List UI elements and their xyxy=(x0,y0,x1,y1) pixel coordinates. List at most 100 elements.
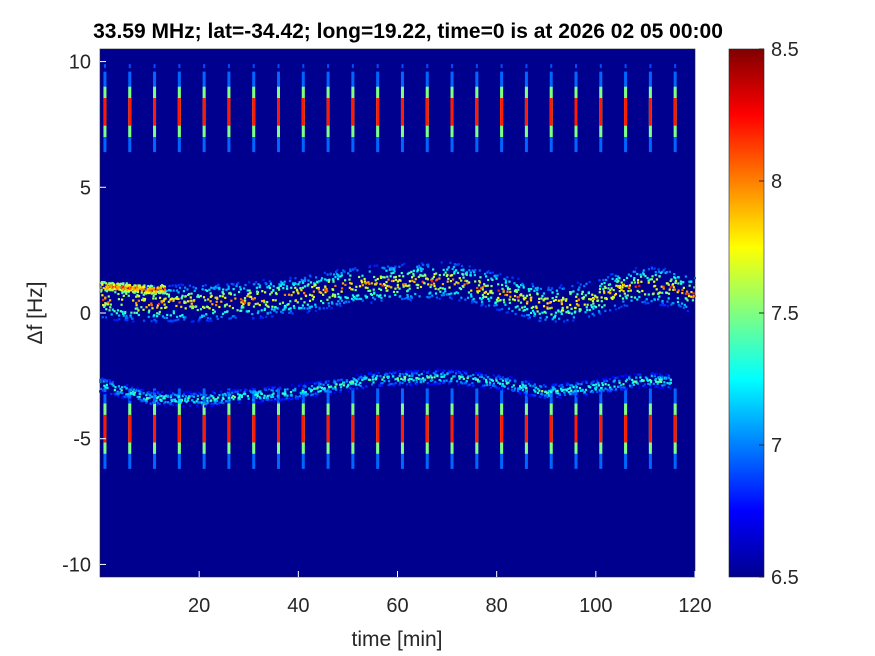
lower-trace-dot xyxy=(100,387,103,390)
main-trace-dot xyxy=(627,285,630,289)
lower-trace-dot xyxy=(611,388,614,391)
pulse-core xyxy=(326,414,330,443)
main-trace-dot xyxy=(560,312,563,316)
main-trace-dot xyxy=(337,300,340,303)
lower-trace-dot xyxy=(164,400,167,404)
main-trace-dot xyxy=(650,267,654,270)
main-trace-dot xyxy=(442,268,445,271)
lower-trace-dot xyxy=(217,403,221,406)
main-trace-dot xyxy=(248,281,251,284)
pulse-trace-dot xyxy=(649,64,652,69)
lower-trace-dot xyxy=(447,370,450,373)
lower-trace-dot xyxy=(296,397,299,400)
lower-trace-dot xyxy=(663,383,666,387)
main-trace-dot xyxy=(169,299,172,302)
lower-trace-dot xyxy=(188,390,191,394)
main-trace-dot xyxy=(644,302,647,305)
main-trace-dot xyxy=(547,288,550,291)
main-trace-dot xyxy=(668,270,671,273)
main-trace-dot xyxy=(150,320,153,323)
main-trace-dot xyxy=(347,272,350,275)
main-trace-dot xyxy=(268,286,272,290)
main-trace-dot xyxy=(322,288,325,291)
lower-trace-dot xyxy=(218,401,221,404)
main-trace-dot xyxy=(682,286,685,289)
lower-trace-dot xyxy=(173,393,177,396)
main-trace-dot xyxy=(506,311,509,314)
pulse-core xyxy=(103,414,107,443)
main-trace-dot xyxy=(142,297,145,300)
main-trace-dot xyxy=(233,293,236,296)
main-trace-dot xyxy=(544,318,547,321)
main-trace-dot xyxy=(260,299,264,303)
main-trace-dot xyxy=(384,284,387,287)
main-trace-dot xyxy=(563,320,566,323)
lower-trace-dot xyxy=(212,404,215,407)
lower-trace-dot xyxy=(440,375,443,378)
main-trace-dot xyxy=(184,301,187,304)
main-trace-dot xyxy=(200,315,204,318)
lower-trace-dot xyxy=(434,380,437,383)
lower-trace-dot xyxy=(511,386,514,389)
main-trace-dot xyxy=(650,278,654,281)
main-trace-dot xyxy=(266,286,269,289)
main-trace-dot xyxy=(622,290,625,293)
short-trace-dot xyxy=(140,291,143,294)
lower-trace-dot xyxy=(510,376,514,379)
lower-trace-dot xyxy=(495,376,498,379)
main-trace-dot xyxy=(596,296,599,299)
short-trace-dot xyxy=(138,284,141,287)
main-trace-dot xyxy=(263,307,267,310)
lower-trace-dot xyxy=(514,387,517,390)
main-trace-dot xyxy=(336,303,339,306)
main-trace-dot xyxy=(142,308,145,311)
main-trace-dot xyxy=(263,291,267,294)
lower-trace-dot xyxy=(399,372,402,376)
main-trace-dot xyxy=(495,298,499,301)
main-trace-dot xyxy=(124,310,127,314)
main-trace-dot xyxy=(446,268,449,271)
main-trace-dot xyxy=(324,286,327,289)
lower-trace-dot xyxy=(488,378,492,381)
lower-trace-dot xyxy=(388,371,391,375)
lower-trace-dot xyxy=(521,388,525,392)
lower-trace-dot xyxy=(551,383,554,386)
main-trace-dot xyxy=(474,269,477,272)
lower-trace-dot xyxy=(170,399,174,403)
main-trace-dot xyxy=(153,314,156,317)
main-trace-dot xyxy=(525,313,529,317)
main-trace-dot xyxy=(129,315,132,318)
x-tick-label: 40 xyxy=(287,595,309,617)
main-trace-dot xyxy=(254,302,257,306)
main-trace-dot xyxy=(177,297,180,301)
lower-trace-dot xyxy=(362,386,365,389)
main-trace-dot xyxy=(620,288,623,291)
pulse-trace-dot xyxy=(500,64,503,69)
main-trace-dot xyxy=(278,288,281,291)
lower-trace-dot xyxy=(556,395,559,399)
main-trace-dot xyxy=(508,287,511,291)
main-trace-dot xyxy=(445,293,448,296)
lower-trace-dot xyxy=(369,372,372,375)
lower-trace-dot xyxy=(119,387,122,390)
main-trace-dot xyxy=(243,287,246,290)
main-trace-dot xyxy=(272,285,275,288)
lower-trace-dot xyxy=(182,405,185,408)
lower-trace-dot xyxy=(351,382,355,385)
main-trace-dot xyxy=(307,283,310,286)
main-trace-dot xyxy=(344,279,347,282)
main-trace-dot xyxy=(470,289,473,292)
main-trace-dot xyxy=(639,273,642,276)
lower-trace-dot xyxy=(138,395,141,399)
main-trace-dot xyxy=(171,284,174,287)
lower-trace-dot xyxy=(326,383,330,387)
main-trace-dot xyxy=(171,297,174,300)
main-trace-dot xyxy=(327,302,330,305)
pulse-core xyxy=(277,414,280,443)
lower-trace-dot xyxy=(667,374,670,377)
lower-trace-dot xyxy=(512,384,515,387)
main-trace-dot xyxy=(172,298,175,301)
lower-trace-dot xyxy=(605,379,609,383)
